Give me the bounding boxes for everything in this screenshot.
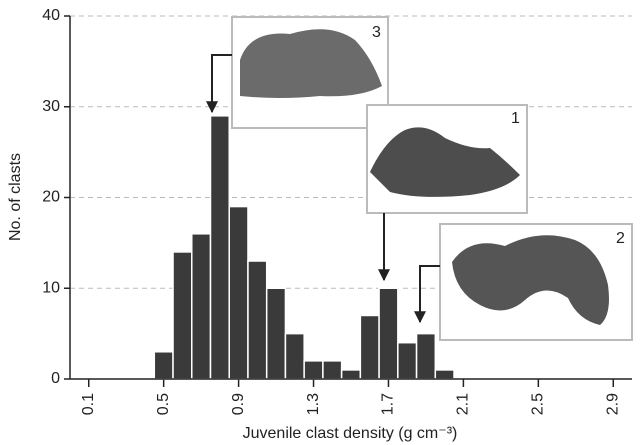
bar [322,360,343,380]
y-tick-label: 40 [42,7,60,24]
arrows [206,54,440,324]
y-axis-label: No. of clasts [7,153,24,241]
annotation: 3 [372,24,381,41]
y-tick-label: 20 [42,189,60,206]
bar [228,205,249,380]
annotation: 2 [616,230,625,247]
bar [303,360,324,380]
x-tick-label: 0.1 [80,393,97,415]
photo-clast [452,235,609,325]
bar [378,287,399,380]
bar [265,287,287,380]
bar [359,314,380,380]
bar [397,341,418,380]
annotation: 1 [511,110,520,127]
y-tick-label: 10 [42,279,60,296]
bar [284,332,305,380]
x-tick-label: 1.7 [380,393,397,415]
bar [209,115,230,380]
x-tick-label: 0.5 [155,393,172,415]
x-tick-label: 2.9 [604,393,621,415]
bar [340,369,362,380]
x-tick-label: 2.5 [530,393,547,415]
bar [415,332,437,380]
x-tick-label: 2.1 [455,393,472,415]
bar [247,260,268,380]
bar [434,369,455,380]
y-tick-label: 30 [42,98,60,115]
arrow [206,54,232,114]
photo-clast [370,127,520,197]
arrow [414,265,440,324]
photo-insets [231,16,633,341]
photo-clast [240,29,382,99]
x-axis-label: Juvenile clast density (g cm⁻³) [243,425,458,442]
bar [191,233,212,380]
y-tick-label: 0 [51,370,60,387]
x-tick-label: 1.3 [305,393,322,415]
x-tick-label: 0.9 [230,393,247,415]
bar [153,351,174,380]
bar [172,251,193,380]
